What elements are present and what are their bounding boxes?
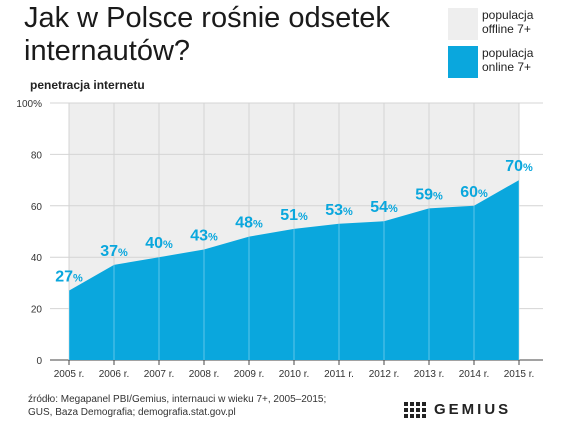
data-label: 40% (145, 235, 173, 252)
data-label: 51% (280, 207, 308, 224)
data-label: 27% (55, 269, 83, 286)
logo-dots-icon (404, 401, 426, 418)
x-tick-label: 2007 r. (144, 369, 175, 380)
legend-item-online: populacja online 7+ (448, 46, 562, 78)
legend-swatch-online (448, 46, 478, 78)
legend-label-offline: populacja offline 7+ (482, 8, 534, 36)
y-tick-label: 60 (31, 202, 43, 213)
legend-swatch-offline (448, 8, 478, 40)
x-tick-label: 2014 r. (459, 369, 490, 380)
x-tick-label: 2005 r. (54, 369, 85, 380)
legend: populacja offline 7+ populacja online 7+ (448, 8, 562, 84)
chart-title: Jak w Polsce rośnie odsetek internautów? (24, 2, 390, 67)
y-axis-label: penetracja internetu (30, 78, 145, 92)
online-area (69, 180, 519, 360)
gemius-logo: GEMIUS (404, 401, 511, 418)
y-tick-label: 100% (16, 99, 42, 110)
data-label: 43% (190, 227, 218, 244)
x-tick-label: 2012 r. (369, 369, 400, 380)
x-tick-label: 2015 r. (504, 369, 535, 380)
y-tick-label: 80 (31, 150, 43, 161)
x-tick-label: 2008 r. (189, 369, 220, 380)
x-tick-label: 2013 r. (414, 369, 445, 380)
x-tick-label: 2006 r. (99, 369, 130, 380)
x-tick-label: 2010 r. (279, 369, 310, 380)
data-label: 60% (460, 184, 488, 201)
logo-text: GEMIUS (434, 401, 512, 418)
y-tick-label: 20 (31, 305, 43, 316)
x-tick-label: 2011 r. (324, 369, 354, 380)
y-tick-label: 0 (36, 356, 42, 367)
y-tick-label: 40 (31, 253, 43, 264)
x-tick-label: 2009 r. (234, 369, 265, 380)
data-label: 59% (415, 186, 443, 203)
data-label: 70% (505, 158, 533, 175)
legend-item-offline: populacja offline 7+ (448, 8, 562, 40)
data-label: 37% (100, 243, 128, 260)
source-note: źródło: Megapanel PBI/Gemius, internauci… (28, 394, 327, 418)
data-label: 53% (325, 202, 353, 219)
legend-label-online: populacja online 7+ (482, 46, 534, 74)
data-label: 54% (370, 199, 398, 216)
data-label: 48% (235, 215, 263, 232)
